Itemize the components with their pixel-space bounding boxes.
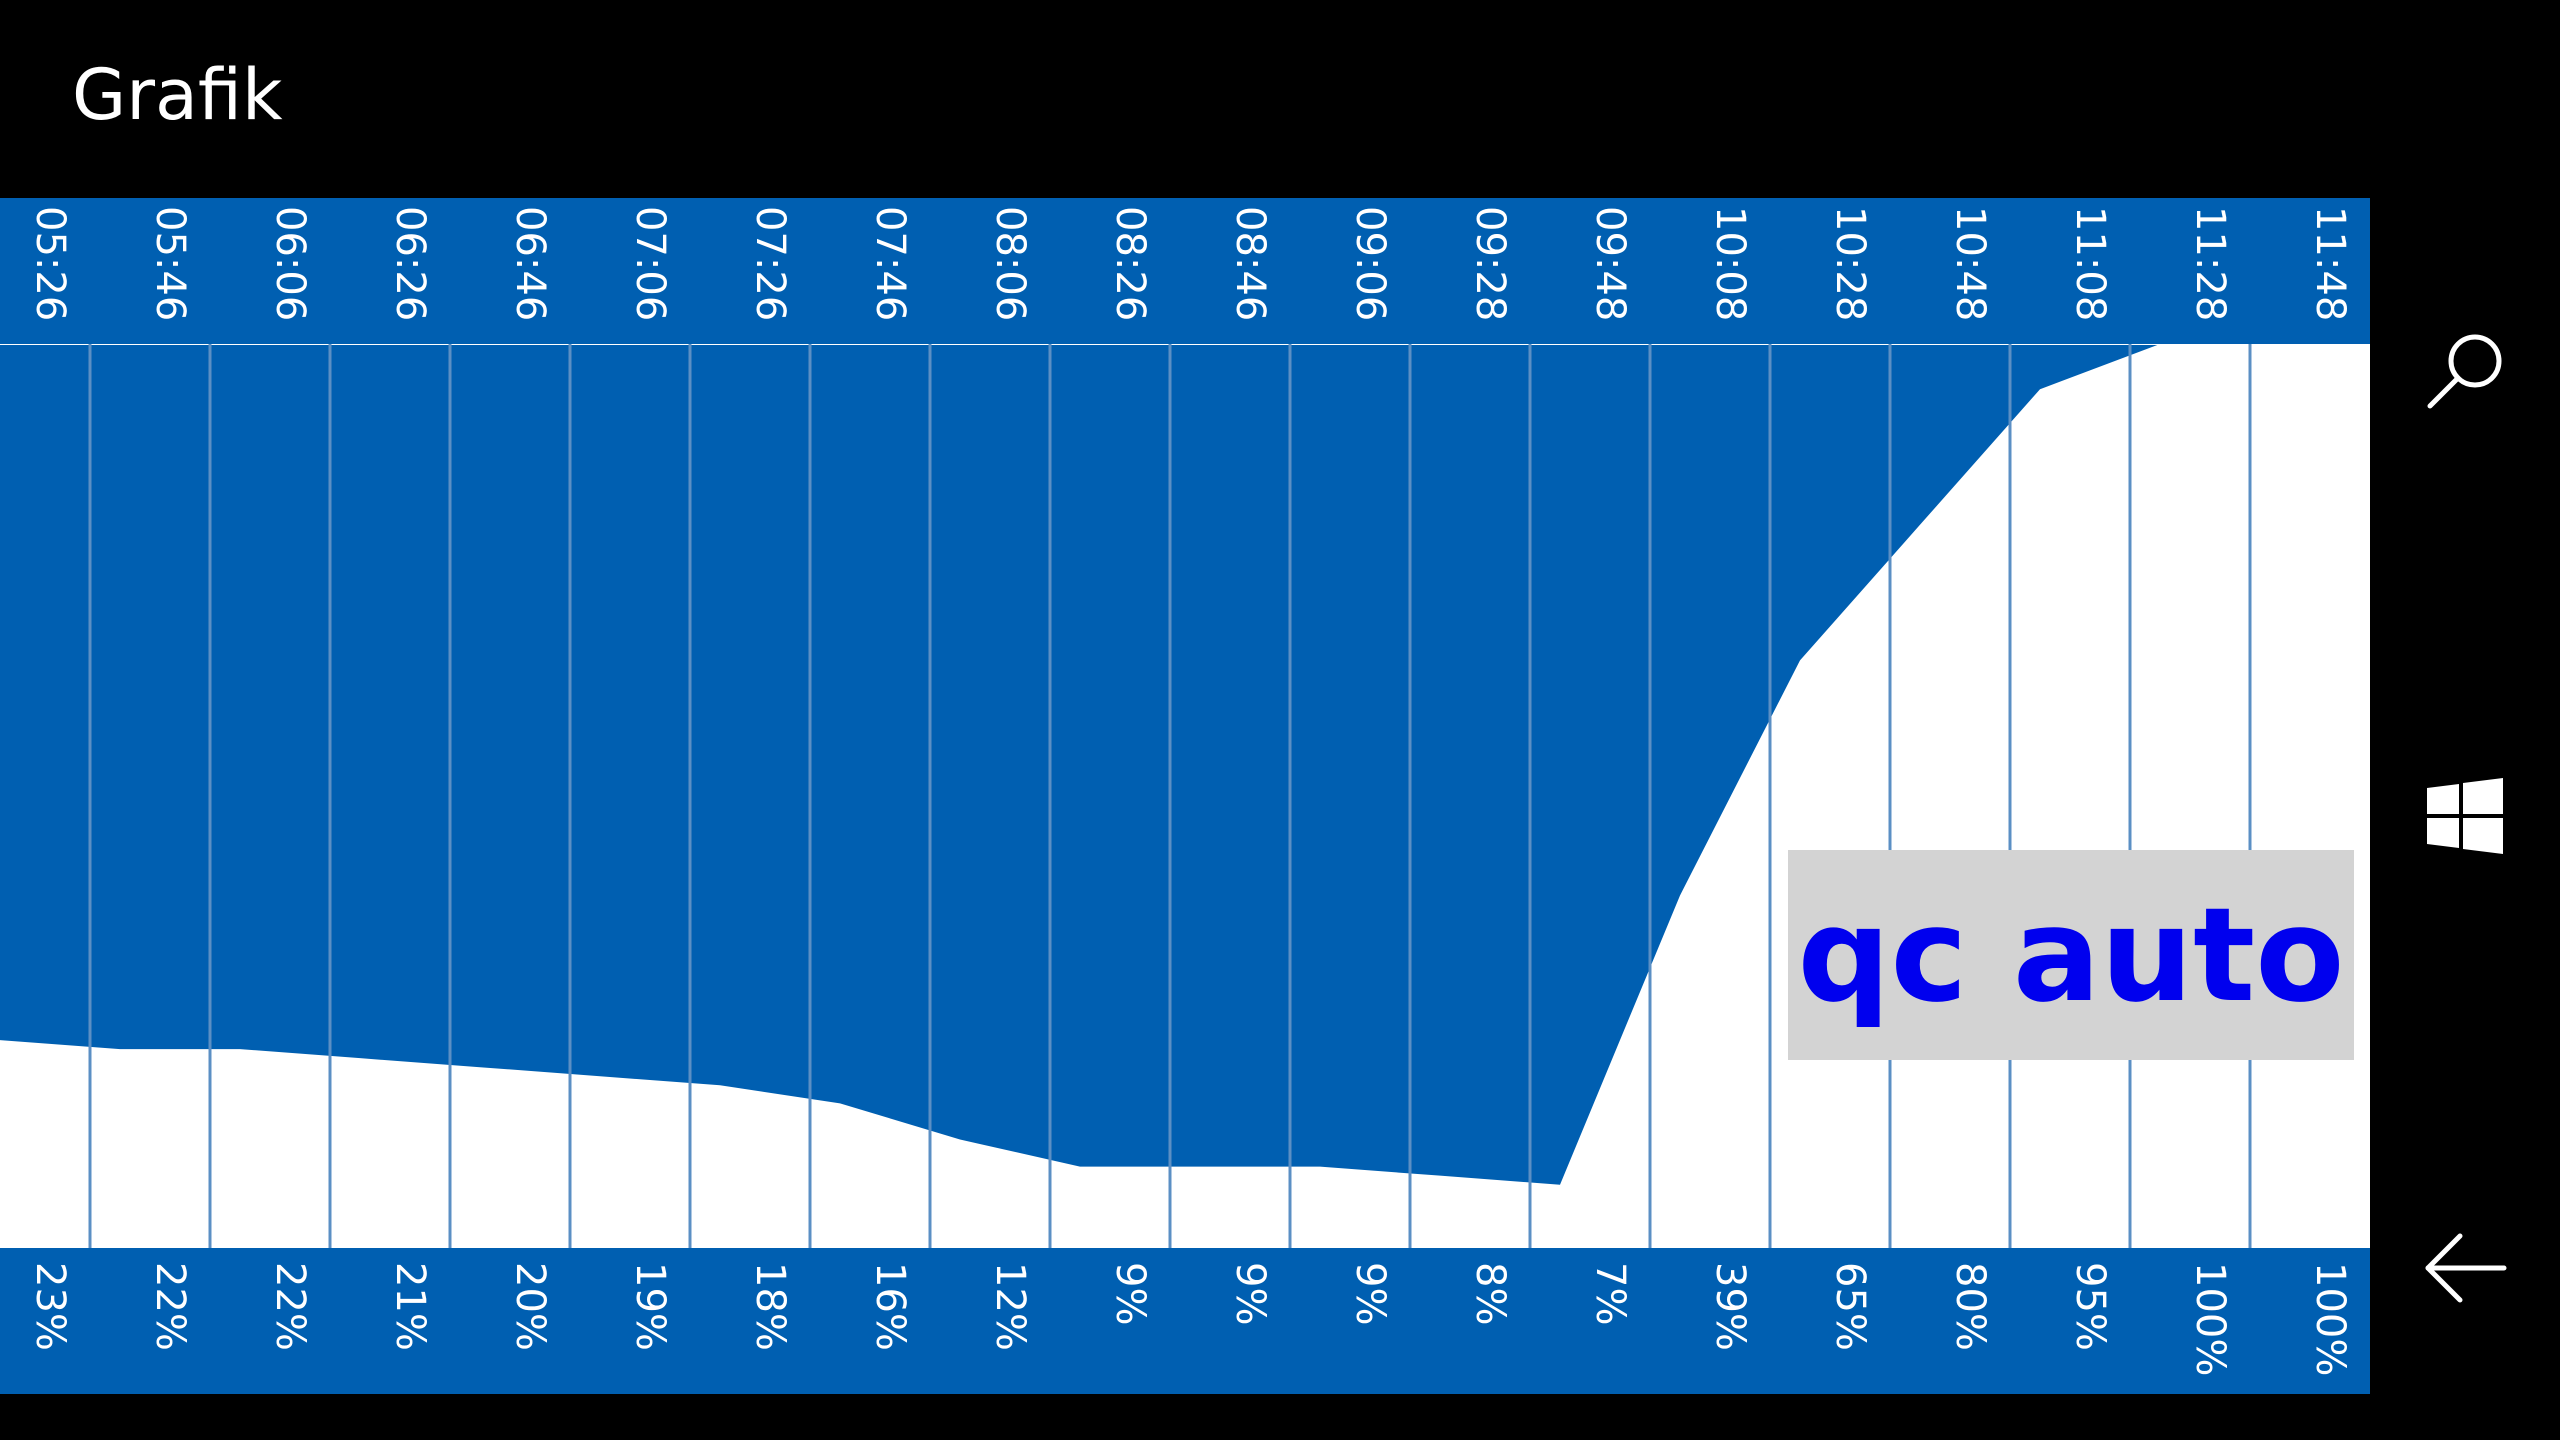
value-label: 80% [1947, 1262, 1993, 1351]
value-label: 19% [627, 1262, 673, 1351]
value-label: 12% [987, 1262, 1033, 1351]
search-button[interactable] [2370, 270, 2560, 470]
value-label: 16% [867, 1262, 913, 1351]
value-label: 22% [267, 1262, 313, 1351]
value-label: 9% [1347, 1262, 1393, 1325]
value-label: 22% [147, 1262, 193, 1351]
value-label: 65% [1827, 1262, 1873, 1351]
area-series [0, 344, 2370, 1248]
qc-auto-badge: qc auto [1788, 850, 2354, 1060]
value-label: 21% [387, 1262, 433, 1351]
value-label: 39% [1707, 1262, 1753, 1351]
value-label: 9% [1107, 1262, 1153, 1325]
value-label: 7% [1587, 1262, 1633, 1325]
value-label: 95% [2067, 1262, 2113, 1351]
navigation-bar [2370, 198, 2560, 1400]
back-button[interactable] [2370, 1168, 2560, 1368]
value-label: 20% [507, 1262, 553, 1351]
time-tick-label: 06:26 [387, 206, 433, 321]
time-tick-label: 10:48 [1947, 206, 1993, 321]
time-tick-label: 11:28 [2187, 206, 2233, 321]
start-button[interactable] [2370, 716, 2560, 916]
time-tick-label: 10:08 [1707, 206, 1753, 321]
qc-auto-label: qc auto [1797, 879, 2345, 1031]
time-tick-label: 08:06 [987, 206, 1033, 321]
time-tick-label: 10:28 [1827, 206, 1873, 321]
value-label: 100% [2307, 1262, 2353, 1376]
time-tick-label: 06:06 [267, 206, 313, 321]
time-tick-label: 07:26 [747, 206, 793, 321]
windows-logo-icon [2427, 778, 2503, 854]
back-arrow-icon [2425, 1233, 2507, 1303]
value-label: 9% [1227, 1262, 1273, 1325]
time-tick-label: 09:48 [1587, 206, 1633, 321]
value-label: 23% [27, 1262, 73, 1351]
search-icon [2427, 334, 2502, 409]
time-band [0, 198, 2370, 344]
battery-chart: 05:26 05:46 06:06 06:26 06:46 07:06 07:26 07:46… [0, 198, 2370, 1394]
value-label: 18% [747, 1262, 793, 1351]
time-tick-label: 08:26 [1107, 206, 1153, 321]
time-tick-label: 05:46 [147, 206, 193, 321]
percent-band [0, 1248, 2370, 1394]
time-tick-label: 09:28 [1467, 206, 1513, 321]
value-label: 8% [1467, 1262, 1513, 1325]
time-tick-label: 07:06 [627, 206, 673, 321]
time-tick-label: 08:46 [1227, 206, 1273, 321]
time-tick-label: 09:06 [1347, 206, 1393, 321]
time-tick-label: 05:26 [27, 206, 73, 321]
time-tick-label: 07:46 [867, 206, 913, 321]
value-label: 100% [2187, 1262, 2233, 1376]
time-tick-label: 06:46 [507, 206, 553, 321]
time-tick-label: 11:48 [2307, 206, 2353, 321]
time-tick-label: 11:08 [2067, 206, 2113, 321]
page-title: Grafik [72, 54, 283, 136]
